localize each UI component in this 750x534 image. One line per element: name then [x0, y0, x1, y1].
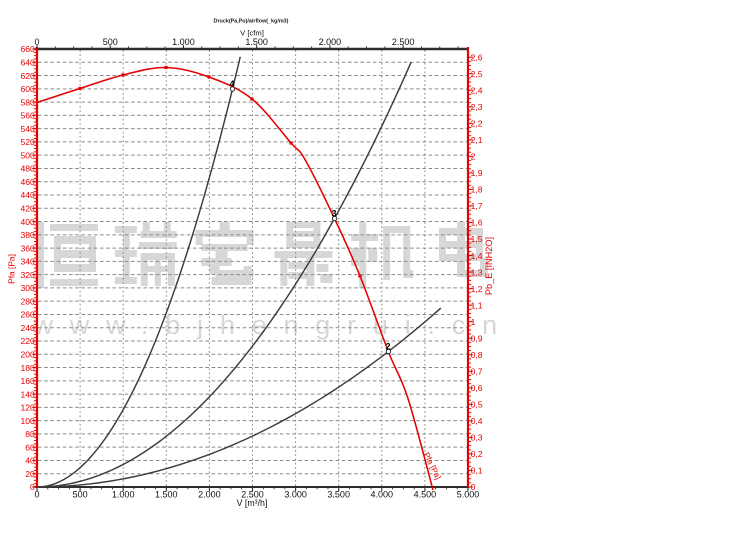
svg-text:1,9: 1,9 [471, 168, 483, 178]
svg-text:80: 80 [25, 429, 35, 439]
svg-text:0,5: 0,5 [471, 400, 483, 410]
svg-text:500: 500 [20, 150, 35, 160]
svg-text:1,1: 1,1 [471, 300, 483, 310]
svg-text:0,1: 0,1 [471, 466, 483, 476]
svg-text:1,3: 1,3 [471, 267, 483, 277]
svg-text:0,2: 0,2 [471, 449, 483, 459]
svg-text:Pfa [Pa]: Pfa [Pa] [7, 254, 17, 284]
svg-text:360: 360 [20, 243, 35, 253]
svg-text:2,5: 2,5 [471, 69, 483, 79]
svg-text:200: 200 [20, 349, 35, 359]
svg-text:340: 340 [20, 257, 35, 267]
svg-text:www.bjhengrui.cn: www.bjhengrui.cn [33, 310, 514, 340]
svg-text:140: 140 [20, 389, 35, 399]
svg-text:0: 0 [34, 37, 39, 47]
svg-text:20: 20 [25, 469, 35, 479]
svg-text:3.500: 3.500 [327, 490, 350, 500]
svg-text:0: 0 [30, 482, 35, 492]
svg-text:Pb_E [INH2O]: Pb_E [INH2O] [484, 237, 494, 295]
svg-text:2,2: 2,2 [471, 119, 483, 129]
svg-text:1,5: 1,5 [471, 234, 483, 244]
svg-text:1,8: 1,8 [471, 185, 483, 195]
svg-text:2,1: 2,1 [471, 135, 483, 145]
svg-text:420: 420 [20, 203, 35, 213]
svg-text:1,2: 1,2 [471, 284, 483, 294]
svg-text:120: 120 [20, 403, 35, 413]
svg-text:5.000: 5.000 [457, 490, 480, 500]
svg-text:2: 2 [385, 341, 390, 351]
svg-text:180: 180 [20, 363, 35, 373]
svg-text:0,9: 0,9 [471, 333, 483, 343]
svg-text:560: 560 [20, 111, 35, 121]
svg-text:580: 580 [20, 97, 35, 107]
svg-text:660: 660 [20, 44, 35, 54]
svg-text:400: 400 [20, 217, 35, 227]
svg-text:240: 240 [20, 323, 35, 333]
svg-text:640: 640 [20, 57, 35, 67]
svg-text:4.000: 4.000 [371, 490, 394, 500]
svg-text:480: 480 [20, 164, 35, 174]
svg-text:0,8: 0,8 [471, 350, 483, 360]
svg-text:0: 0 [34, 490, 39, 500]
svg-text:1: 1 [471, 317, 476, 327]
svg-text:1,7: 1,7 [471, 201, 483, 211]
svg-text:2.500: 2.500 [392, 37, 415, 47]
svg-text:440: 440 [20, 190, 35, 200]
svg-text:0,3: 0,3 [471, 433, 483, 443]
svg-text:320: 320 [20, 270, 35, 280]
svg-text:1.000: 1.000 [172, 37, 195, 47]
svg-text:2,6: 2,6 [471, 52, 483, 62]
svg-text:3: 3 [331, 208, 336, 218]
svg-text:500: 500 [103, 37, 118, 47]
svg-text:620: 620 [20, 71, 35, 81]
svg-text:40: 40 [25, 456, 35, 466]
svg-text:540: 540 [20, 124, 35, 134]
svg-text:4.500: 4.500 [414, 490, 437, 500]
svg-text:520: 520 [20, 137, 35, 147]
svg-text:4: 4 [229, 79, 234, 89]
svg-text:460: 460 [20, 177, 35, 187]
svg-text:220: 220 [20, 336, 35, 346]
svg-text:1,4: 1,4 [471, 251, 483, 261]
svg-text:2: 2 [471, 152, 476, 162]
svg-text:160: 160 [20, 376, 35, 386]
svg-text:0,7: 0,7 [471, 366, 483, 376]
svg-text:3.000: 3.000 [284, 490, 307, 500]
svg-text:380: 380 [20, 230, 35, 240]
svg-text:600: 600 [20, 84, 35, 94]
svg-text:2.000: 2.000 [198, 490, 221, 500]
svg-text:0: 0 [471, 482, 476, 492]
svg-text:1,6: 1,6 [471, 218, 483, 228]
svg-text:Druck(Pa,Po)/airflow(_kg/m3): Druck(Pa,Po)/airflow(_kg/m3) [214, 19, 289, 25]
svg-text:2.500: 2.500 [241, 490, 264, 500]
svg-text:300: 300 [20, 283, 35, 293]
svg-text:V [m³/h]: V [m³/h] [237, 498, 268, 508]
svg-text:1.000: 1.000 [112, 490, 135, 500]
svg-text:500: 500 [73, 490, 88, 500]
svg-text:2,4: 2,4 [471, 85, 483, 95]
svg-text:2.000: 2.000 [319, 37, 342, 47]
svg-text:0,4: 0,4 [471, 416, 483, 426]
svg-text:260: 260 [20, 310, 35, 320]
svg-text:60: 60 [25, 442, 35, 452]
svg-text:0,6: 0,6 [471, 383, 483, 393]
svg-text:1.500: 1.500 [245, 37, 268, 47]
svg-text:V [cfm]: V [cfm] [240, 29, 264, 38]
svg-text:280: 280 [20, 296, 35, 306]
svg-text:100: 100 [20, 416, 35, 426]
svg-text:2,3: 2,3 [471, 102, 483, 112]
svg-text:1.500: 1.500 [155, 490, 178, 500]
